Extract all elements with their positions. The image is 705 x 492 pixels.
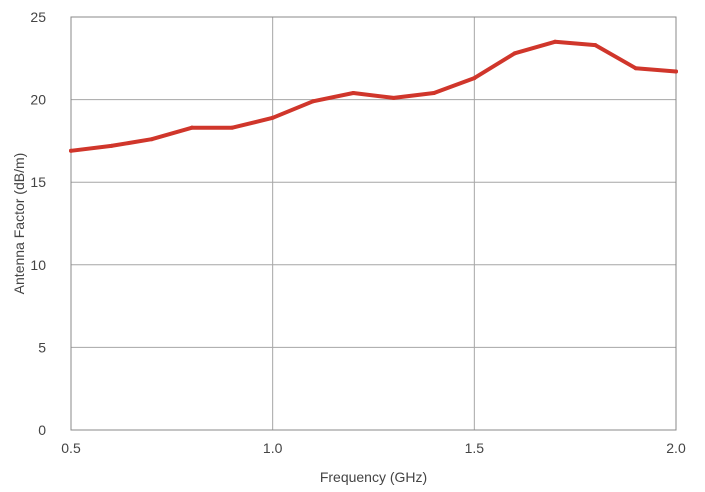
data-point bbox=[512, 51, 517, 56]
x-tick-label: 0.5 bbox=[61, 440, 81, 456]
grid bbox=[70, 16, 677, 431]
data-point bbox=[432, 90, 436, 95]
data-point bbox=[633, 66, 638, 71]
data-point bbox=[109, 143, 114, 148]
data-point bbox=[230, 125, 235, 130]
x-axis-label: Frequency (GHz) bbox=[320, 469, 427, 485]
x-tick-label: 2.0 bbox=[666, 440, 686, 456]
data-point bbox=[472, 76, 477, 81]
x-tick-label: 1.5 bbox=[465, 440, 485, 456]
data-point bbox=[593, 43, 598, 48]
data-point bbox=[270, 115, 275, 120]
x-axis-ticks: 0.5 1.0 1.5 2.0 bbox=[61, 440, 686, 456]
data-point bbox=[311, 99, 315, 104]
plot-area-border bbox=[70, 16, 677, 431]
series-layer bbox=[69, 39, 678, 153]
x-tick-label: 1.0 bbox=[263, 440, 283, 456]
y-tick-label: 20 bbox=[30, 92, 46, 108]
y-axis-ticks: 0 5 10 15 20 25 bbox=[30, 9, 46, 438]
data-point bbox=[69, 148, 73, 153]
y-tick-label: 25 bbox=[30, 9, 46, 25]
y-axis-label: Antenna Factor (dB/m) bbox=[11, 153, 27, 295]
data-point bbox=[674, 69, 678, 74]
y-tick-label: 5 bbox=[38, 339, 46, 355]
data-point bbox=[553, 39, 557, 44]
data-point bbox=[351, 90, 356, 95]
series-line bbox=[69, 39, 678, 153]
data-point bbox=[149, 137, 154, 142]
data-point bbox=[391, 95, 396, 100]
data-point bbox=[190, 125, 194, 130]
y-tick-label: 0 bbox=[38, 422, 46, 438]
y-tick-label: 10 bbox=[30, 257, 46, 273]
y-tick-label: 15 bbox=[30, 174, 46, 190]
